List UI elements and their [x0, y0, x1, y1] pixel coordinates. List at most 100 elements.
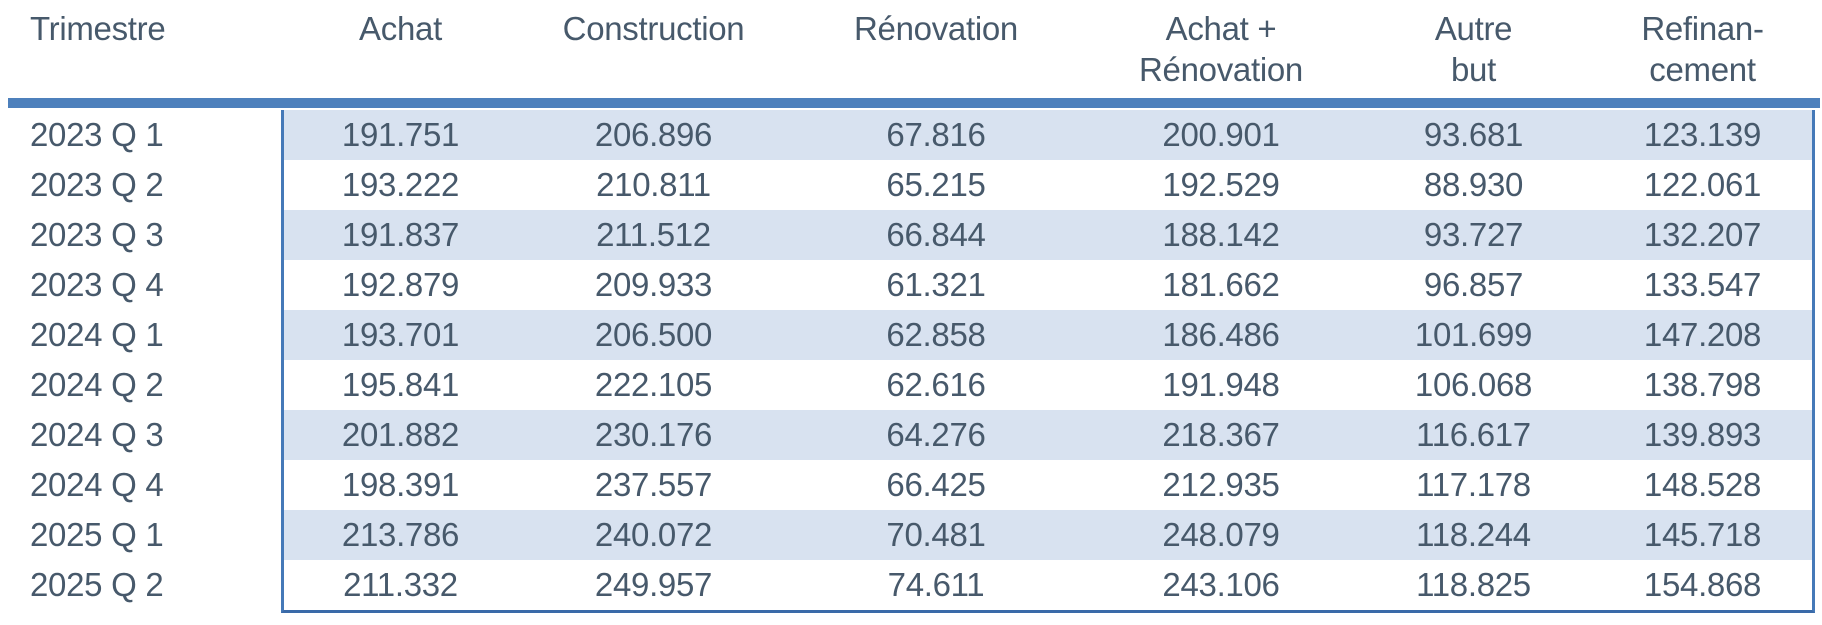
table-row: 2024 Q 1 193.701 206.500 62.858 186.486 …: [0, 310, 1822, 360]
header-label: Achat +: [1165, 10, 1277, 47]
cell-autre-but: 116.617: [1357, 410, 1590, 460]
cell-construction: 206.500: [520, 310, 787, 360]
header-divider-bar: [8, 98, 1820, 108]
cell-trimestre: 2025 Q 1: [0, 510, 281, 560]
cell-trimestre: 2024 Q 4: [0, 460, 281, 510]
cell-renovation: 64.276: [787, 410, 1085, 460]
cell-refinancement: 122.061: [1643, 166, 1762, 203]
header-label: Rénovation: [854, 10, 1018, 47]
cell-renovation: 66.844: [787, 210, 1085, 260]
header-label: Construction: [562, 10, 745, 47]
cell-refinancement: 145.718: [1590, 510, 1815, 560]
cell-achat: 193.222: [341, 166, 460, 203]
table-header-row: Trimestre Achat Construction Rénovation …: [0, 0, 1822, 96]
cell-achat-renovation: 188.142: [1085, 210, 1357, 260]
header-label: Autre: [1434, 10, 1513, 47]
cell-trimestre: 2024 Q 1: [0, 310, 281, 360]
cell-achat-renovation: 243.106: [1162, 566, 1280, 603]
cell-construction: 210.811: [596, 166, 711, 203]
table-row: 2024 Q 4 198.391 237.557 66.425 212.935 …: [0, 460, 1822, 510]
cell-achat: 191.751: [281, 110, 520, 160]
header-label-line2: [30, 49, 281, 90]
cell-autre-but: 96.857: [1423, 266, 1524, 303]
header-cell-refinancement: Refinan- cement: [1590, 8, 1815, 96]
cell-renovation: 62.858: [787, 310, 1085, 360]
cell-trimestre: 2024 Q 3: [0, 410, 281, 460]
cell-achat-renovation: 200.901: [1085, 110, 1357, 160]
header-cell-renovation: Rénovation: [787, 8, 1085, 96]
cell-achat-renovation: 248.079: [1085, 510, 1357, 560]
table-row: 2023 Q 4 192.879 209.933 61.321 181.662 …: [0, 260, 1822, 310]
cell-construction: 230.176: [520, 410, 787, 460]
header-label: Trimestre: [30, 10, 166, 47]
cell-achat: 195.841: [341, 366, 460, 403]
cell-autre-but: 101.699: [1357, 310, 1590, 360]
cell-refinancement: 132.207: [1590, 210, 1815, 260]
cell-refinancement: 133.547: [1643, 266, 1762, 303]
header-label-line2: [281, 49, 520, 90]
header-cell-trimestre: Trimestre: [0, 8, 281, 96]
cell-achat: 191.837: [281, 210, 520, 260]
cell-autre-but: 118.244: [1357, 510, 1590, 560]
cell-renovation: 66.425: [886, 466, 986, 503]
cell-refinancement: 147.208: [1590, 310, 1815, 360]
cell-achat-renovation: 192.529: [1162, 166, 1280, 203]
cell-construction: 249.957: [594, 566, 713, 603]
cell-autre-but: 117.178: [1416, 466, 1531, 503]
table-body: 2023 Q 1 191.751 206.896 67.816 200.901 …: [0, 110, 1822, 613]
header-label: Refinan-: [1641, 10, 1764, 47]
cell-autre-but: 88.930: [1423, 166, 1524, 203]
cell-trimestre: 2023 Q 3: [0, 210, 281, 260]
cell-refinancement: 139.893: [1590, 410, 1815, 460]
cell-autre-but: 118.825: [1416, 566, 1531, 603]
cell-construction: 209.933: [594, 266, 713, 303]
cell-renovation: 65.215: [886, 166, 986, 203]
cell-refinancement: 123.139: [1590, 110, 1815, 160]
cell-construction: 237.557: [594, 466, 713, 503]
cell-refinancement: 138.798: [1643, 366, 1762, 403]
cell-renovation: 67.816: [787, 110, 1085, 160]
cell-trimestre: 2023 Q 1: [0, 110, 281, 160]
cell-renovation: 70.481: [787, 510, 1085, 560]
cell-autre-but: 93.681: [1357, 110, 1590, 160]
header-label-line2: Rénovation: [1139, 51, 1303, 88]
cell-refinancement: 148.528: [1643, 466, 1762, 503]
cell-trimestre: 2025 Q 2: [0, 560, 281, 610]
table-row: 2024 Q 2 195.841 222.105 62.616 191.948 …: [0, 360, 1822, 410]
header-label-line2: cement: [1649, 51, 1756, 88]
cell-construction: 240.072: [520, 510, 787, 560]
cell-renovation: 61.321: [886, 266, 986, 303]
table-row: 2023 Q 2 193.222 210.811 65.215 192.529 …: [0, 160, 1822, 210]
cell-trimestre: 2023 Q 2: [0, 160, 281, 210]
cell-trimestre: 2023 Q 4: [0, 260, 281, 310]
table-row: 2024 Q 3 201.882 230.176 64.276 218.367 …: [0, 410, 1822, 460]
cell-achat: 193.701: [281, 310, 520, 360]
cell-construction: 211.512: [520, 210, 787, 260]
header-label: Achat: [359, 10, 442, 47]
header-label-line2: [787, 49, 1085, 90]
header-cell-achat-renovation: Achat + Rénovation: [1085, 8, 1357, 96]
cell-renovation: 74.611: [887, 566, 985, 603]
table-row: 2023 Q 3 191.837 211.512 66.844 188.142 …: [0, 210, 1822, 260]
cell-achat: 198.391: [341, 466, 460, 503]
header-cell-achat: Achat: [281, 8, 520, 96]
cell-achat: 211.332: [343, 566, 458, 603]
cell-autre-but: 93.727: [1357, 210, 1590, 260]
cell-trimestre: 2024 Q 2: [0, 360, 281, 410]
table-row: 2025 Q 1 213.786 240.072 70.481 248.079 …: [0, 510, 1822, 560]
cell-achat: 192.879: [341, 266, 460, 303]
cell-achat: 201.882: [281, 410, 520, 460]
cell-construction: 206.896: [520, 110, 787, 160]
table-row: 2023 Q 1 191.751 206.896 67.816 200.901 …: [0, 110, 1822, 160]
header-label-line2: [520, 49, 787, 90]
header-label-line2: but: [1451, 51, 1496, 88]
cell-achat-renovation: 181.662: [1162, 266, 1280, 303]
cell-achat-renovation: 186.486: [1085, 310, 1357, 360]
cell-achat: 213.786: [281, 510, 520, 560]
table-row: 2025 Q 2 211.332 249.957 74.611 243.106 …: [0, 560, 1822, 610]
cell-refinancement: 154.868: [1643, 566, 1762, 603]
cell-renovation: 62.616: [886, 366, 986, 403]
header-cell-autre-but: Autre but: [1357, 8, 1590, 96]
cell-achat-renovation: 191.948: [1162, 366, 1280, 403]
